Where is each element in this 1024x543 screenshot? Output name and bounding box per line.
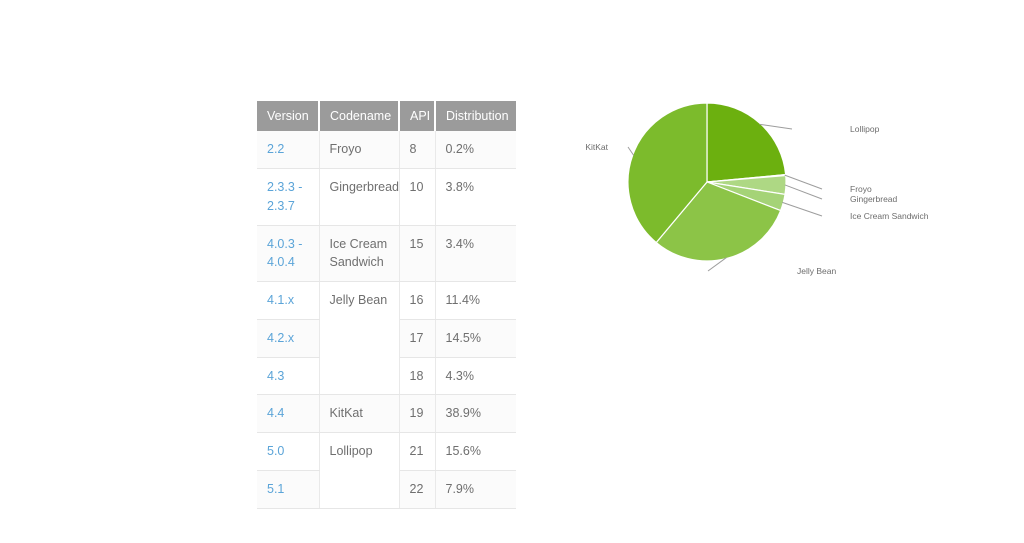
- table-body: 2.2 Froyo 8 0.2% 2.3.3 - 2.3.7 Gingerbre…: [257, 131, 516, 509]
- cell-distribution: 11.4%: [435, 281, 516, 320]
- cell-distribution: 3.4%: [435, 225, 516, 283]
- table-row: 4.0.3 - 4.0.4 Ice Cream Sandwich 15 3.4%: [257, 225, 516, 283]
- leader-line-kitkat: [627, 146, 635, 156]
- cell-api: 19: [399, 394, 436, 434]
- cell-api: 16: [399, 281, 436, 320]
- table-header: Version Codename API Distribution: [257, 101, 516, 132]
- cell-codename: KitKat: [319, 394, 400, 434]
- cell-codename: Lollipop: [319, 432, 400, 509]
- cell-version[interactable]: 5.1: [257, 470, 320, 509]
- table-row: 4.1.x Jelly Bean 16 11.4%: [257, 281, 516, 396]
- cell-distribution: 38.9%: [435, 394, 516, 434]
- cell-distribution: 14.5%: [435, 319, 516, 358]
- cell-codename: Gingerbread: [319, 168, 400, 226]
- cell-version[interactable]: 5.0: [257, 432, 320, 471]
- table-row: 4.4 KitKat 19 38.9%: [257, 394, 516, 434]
- cell-version[interactable]: 4.3: [257, 357, 320, 396]
- table-row: 5.0 Lollipop 21 15.6%: [257, 432, 516, 509]
- leader-line-jelly-bean: [707, 257, 727, 272]
- cell-distribution: 0.2%: [435, 131, 516, 170]
- cell-api: 21: [399, 432, 436, 471]
- cell-api: 10: [399, 168, 436, 226]
- pie-label-ice-cream-sandwich: Ice Cream Sandwich: [850, 211, 929, 221]
- cell-version[interactable]: 4.4: [257, 394, 320, 434]
- pie-label-lollipop: Lollipop: [850, 124, 880, 134]
- cell-distribution: 7.9%: [435, 470, 516, 509]
- pie-leader-lines: [627, 123, 823, 272]
- cell-codename: Froyo: [319, 131, 400, 170]
- pie-label-kitkat: KitKat: [585, 142, 608, 152]
- table-row: 2.2 Froyo 8 0.2%: [257, 131, 516, 170]
- leader-line-gingerbread: [784, 184, 823, 200]
- column-header-version: Version: [257, 101, 320, 132]
- pie-slice-jelly-bean[interactable]: [655, 181, 782, 262]
- distribution-pie-chart: Lollipop Froyo Gingerbread Ice Cream Sandwi…: [560, 95, 960, 295]
- table-row: 4.2.x 17 14.5%: [257, 319, 516, 358]
- platform-versions-table: Version Codename API Distribution 2.2 Fr…: [257, 101, 516, 509]
- cell-api: 17: [399, 319, 436, 358]
- cell-distribution: 4.3%: [435, 357, 516, 396]
- pie-label-jelly-bean: Jelly Bean: [797, 266, 836, 276]
- cell-codename: Jelly Bean: [319, 281, 400, 396]
- pie-slice-lollipop[interactable]: [706, 102, 787, 183]
- table-row: 2.3.3 - 2.3.7 Gingerbread 10 3.8%: [257, 168, 516, 226]
- cell-api: 8: [399, 131, 436, 170]
- leader-line-froyo: [784, 174, 823, 190]
- cell-api: 22: [399, 470, 436, 509]
- table-row: 5.1 22 7.9%: [257, 470, 516, 509]
- table-row: 4.3 18 4.3%: [257, 357, 516, 396]
- table-header-row: Version Codename API Distribution: [257, 101, 516, 132]
- column-header-distribution: Distribution: [435, 101, 516, 132]
- leader-line-lollipop: [759, 123, 793, 130]
- pie-slice-kitkat[interactable]: [627, 102, 708, 244]
- leader-line-ice-cream-sandwich: [782, 201, 823, 217]
- cell-version[interactable]: 2.2: [257, 131, 320, 170]
- cell-api: 15: [399, 225, 436, 283]
- cell-version[interactable]: 4.0.3 - 4.0.4: [257, 225, 320, 283]
- cell-version[interactable]: 4.1.x: [257, 281, 320, 320]
- cell-api: 18: [399, 357, 436, 396]
- pie-slice-group: [627, 102, 787, 262]
- cell-version[interactable]: 4.2.x: [257, 319, 320, 358]
- column-header-api: API: [399, 101, 436, 132]
- cell-version[interactable]: 2.3.3 - 2.3.7: [257, 168, 320, 226]
- pie-label-gingerbread: Gingerbread: [850, 194, 898, 204]
- pie-label-froyo: Froyo: [850, 184, 872, 194]
- cell-codename: Ice Cream Sandwich: [319, 225, 400, 283]
- cell-distribution: 15.6%: [435, 432, 516, 471]
- cell-distribution: 3.8%: [435, 168, 516, 226]
- column-header-codename: Codename: [319, 101, 400, 132]
